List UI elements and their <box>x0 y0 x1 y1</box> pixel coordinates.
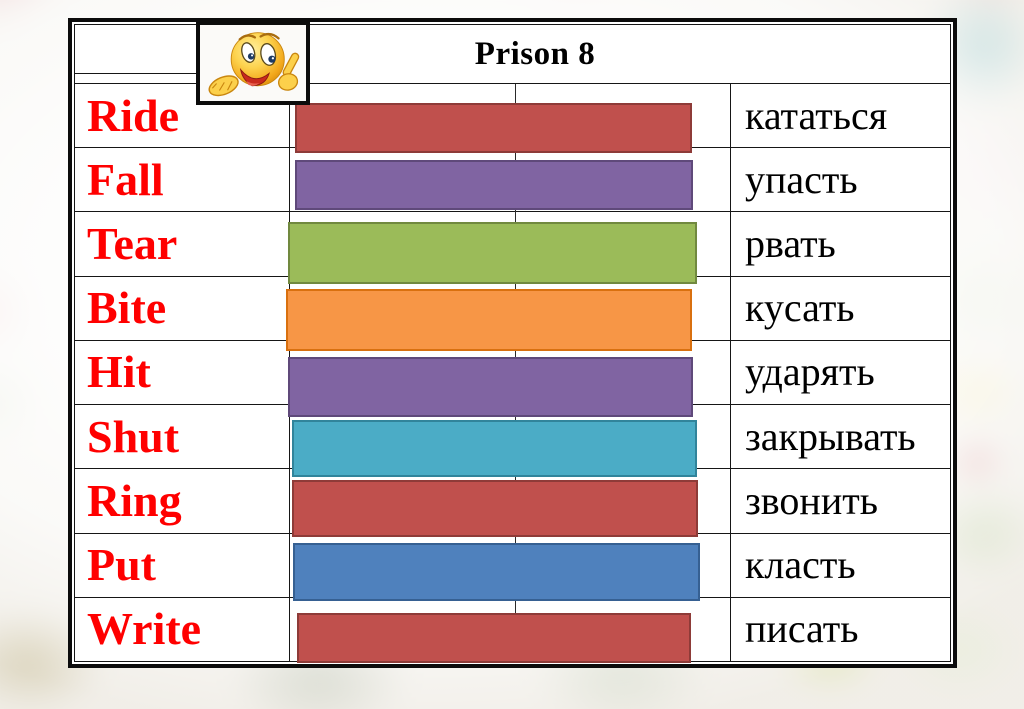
table-row: Bite кусать <box>75 276 950 341</box>
verb-cell: Bite <box>75 276 290 340</box>
verb-cell: Hit <box>75 340 290 405</box>
verb-cell: Ride <box>75 84 290 148</box>
table-row: Put класть <box>75 533 950 598</box>
translation-cell: кататься <box>731 84 950 147</box>
page-title: Prison 8 <box>474 35 596 72</box>
translation-label: звонить <box>745 477 878 523</box>
table-row: Fall упасть <box>75 148 950 213</box>
translation-label: класть <box>745 542 856 588</box>
table-row: Hit ударять <box>75 340 950 406</box>
hidden-form-cell <box>290 405 731 469</box>
translation-label: писать <box>745 606 859 652</box>
translation-label: кататься <box>745 92 888 138</box>
hidden-form-cell <box>290 469 731 533</box>
translation-cell: упасть <box>731 148 950 211</box>
translation-cell: закрывать <box>731 405 950 468</box>
translation-label: рвать <box>745 221 836 267</box>
verb-cell: Tear <box>75 212 290 276</box>
verb-cell: Write <box>75 597 290 661</box>
verb-label: Hit <box>87 346 151 398</box>
translation-cell: ударять <box>731 341 950 404</box>
table-row: Tear рвать <box>75 212 950 277</box>
translation-cell: писать <box>731 598 950 661</box>
verb-cell: Shut <box>75 405 290 469</box>
table-row: Ring звонить <box>75 469 950 534</box>
hidden-form-cell <box>290 276 731 340</box>
verb-cell: Ring <box>75 469 290 533</box>
verb-label: Write <box>87 603 202 655</box>
translation-label: закрывать <box>745 413 916 459</box>
translation-cell: класть <box>731 534 950 597</box>
translation-cell: рвать <box>731 212 950 275</box>
verb-label: Tear <box>87 218 178 270</box>
verb-label: Fall <box>87 153 164 205</box>
hidden-form-cell <box>290 84 731 148</box>
verb-label: Put <box>87 539 156 591</box>
smiley-pointing-icon <box>208 32 300 97</box>
verb-label: Shut <box>87 410 180 462</box>
verb-cell: Put <box>75 533 290 597</box>
verb-label: Bite <box>87 282 167 334</box>
verb-label: Ring <box>87 474 182 526</box>
translation-label: кусать <box>745 285 855 331</box>
hidden-form-cell <box>290 533 731 597</box>
table-row: Write писать <box>75 597 950 661</box>
hidden-form-cell <box>290 148 731 212</box>
table-header-row: Prison 8 <box>75 25 950 84</box>
translation-cell: звонить <box>731 469 950 532</box>
hidden-form-cell <box>290 597 731 661</box>
smiley-clipart-box <box>196 21 310 105</box>
verb-cell: Fall <box>75 148 290 212</box>
hidden-form-cell <box>290 212 731 276</box>
translation-label: ударять <box>745 349 875 395</box>
verb-label: Ride <box>87 89 179 141</box>
hidden-form-cell <box>290 340 731 405</box>
translation-label: упасть <box>745 156 858 202</box>
table-row: Shut закрывать <box>75 405 950 470</box>
vocabulary-table: Prison 8 Ride кататься Fall упасть Tear … <box>68 18 957 668</box>
header-divider-segment <box>75 73 196 74</box>
table-rows: Ride кататься Fall упасть Tear рвать Bit… <box>75 84 950 661</box>
translation-cell: кусать <box>731 277 950 340</box>
